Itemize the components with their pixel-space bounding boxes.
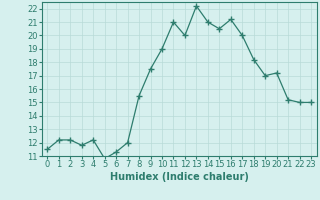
X-axis label: Humidex (Indice chaleur): Humidex (Indice chaleur) [110,172,249,182]
